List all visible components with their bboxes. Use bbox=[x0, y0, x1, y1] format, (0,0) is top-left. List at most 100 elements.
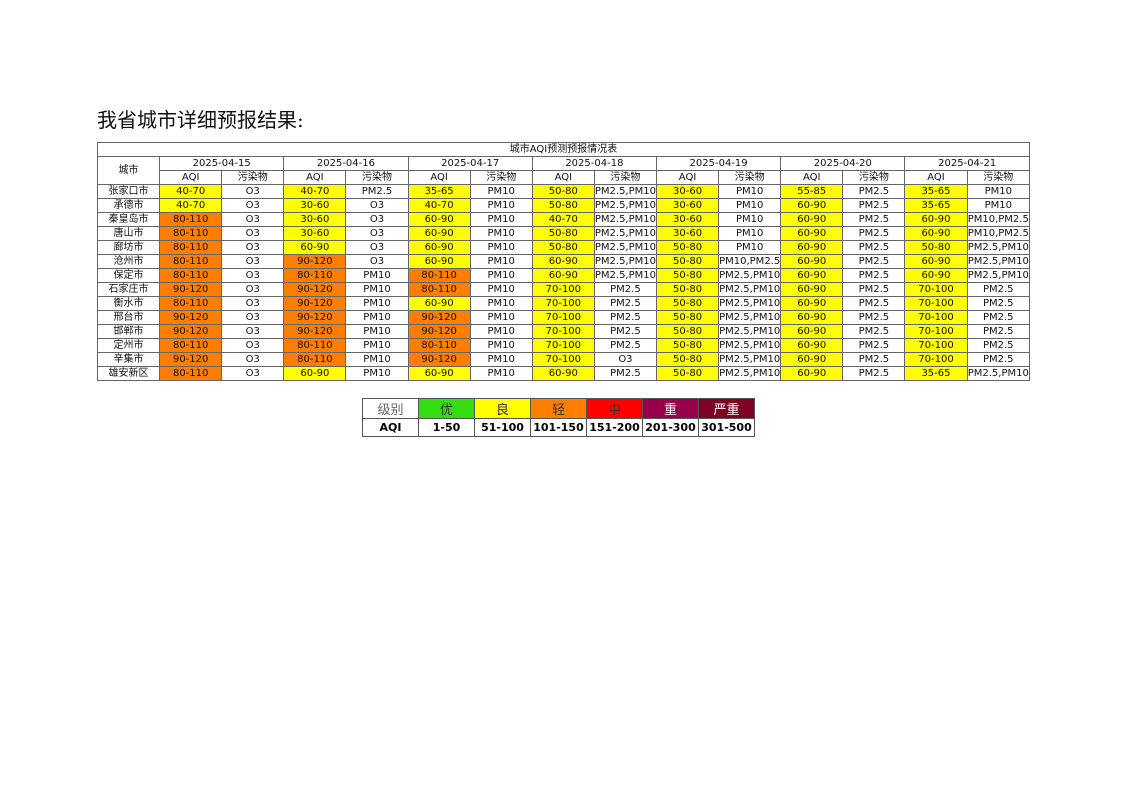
aqi-range: 35-65 bbox=[904, 184, 968, 199]
aqi-range: 80-110 bbox=[159, 338, 223, 353]
city: 雄安新区 bbox=[96, 366, 161, 381]
pollutant: O3 bbox=[345, 240, 409, 255]
pollutant: PM10 bbox=[966, 184, 1031, 199]
subheader: 污染物 bbox=[469, 170, 533, 185]
pollutant: PM10 bbox=[469, 352, 533, 367]
pollutant: PM2.5,PM10 bbox=[593, 184, 657, 199]
aqi-range: 90-120 bbox=[159, 282, 223, 297]
aqi-range: 50-80 bbox=[655, 352, 720, 367]
aqi-range: 60-90 bbox=[780, 282, 844, 297]
aqi-range: 50-80 bbox=[904, 240, 968, 255]
pollutant: PM10 bbox=[345, 352, 409, 367]
aqi-range: 70-100 bbox=[904, 324, 968, 339]
city: 定州市 bbox=[96, 338, 161, 353]
aqi-range: 60-90 bbox=[780, 268, 844, 283]
city-row: 唐山市 80-110 O3 30-60 O3 60-90 PM10 50-80 PM2.5,PM… bbox=[96, 226, 1031, 241]
pollutant: PM2.5 bbox=[593, 338, 657, 353]
pollutant: PM2.5,PM10 bbox=[966, 366, 1031, 381]
city-row: 邯郸市 90-120 O3 90-120 PM10 90-120 PM10 70-100 PM2… bbox=[96, 324, 1031, 339]
aqi-range: 30-60 bbox=[283, 226, 347, 241]
city-row: 廊坊市 80-110 O3 60-90 O3 60-90 PM10 50-80 PM2.5,PM… bbox=[96, 240, 1031, 255]
aqi-range: 50-80 bbox=[655, 338, 720, 353]
aqi-range: 60-90 bbox=[283, 366, 347, 381]
subheader: AQI bbox=[159, 170, 223, 185]
aqi-range: 50-80 bbox=[655, 310, 720, 325]
pollutant: O3 bbox=[221, 324, 285, 339]
pollutant: O3 bbox=[221, 352, 285, 367]
pollutant: PM2.5,PM10 bbox=[966, 254, 1031, 269]
city: 唐山市 bbox=[96, 226, 161, 241]
pollutant: O3 bbox=[221, 198, 285, 213]
city-row: 定州市 80-110 O3 80-110 PM10 80-110 PM10 70-100 PM2… bbox=[96, 338, 1031, 353]
legend-table: 级别优良轻中重严重 AQI 1-50 51-100 101-150 151-200 201-… bbox=[362, 398, 755, 437]
aqi-range: 60-90 bbox=[780, 352, 844, 367]
date: 2025-04-16 bbox=[283, 156, 409, 171]
pollutant: PM10 bbox=[345, 338, 409, 353]
pollutant: PM2.5 bbox=[345, 184, 409, 199]
city: 保定市 bbox=[96, 268, 161, 283]
pollutant: PM2.5,PM10 bbox=[593, 240, 657, 255]
subheader: AQI bbox=[283, 170, 347, 185]
aqi-range: 50-80 bbox=[531, 240, 595, 255]
pollutant: O3 bbox=[221, 254, 285, 269]
aqi-range: 30-60 bbox=[655, 198, 720, 213]
aqi-range: 40-70 bbox=[531, 212, 595, 227]
date: 2025-04-20 bbox=[780, 156, 906, 171]
pollutant: PM2.5 bbox=[842, 198, 906, 213]
subheader: AQI bbox=[531, 170, 595, 185]
heading: 我省城市详细预报结果: bbox=[97, 108, 304, 132]
city-row: 辛集市 90-120 O3 80-110 PM10 90-120 PM10 70-100 O3 5… bbox=[96, 352, 1031, 367]
city: 辛集市 bbox=[96, 352, 161, 367]
aqi-range: 80-110 bbox=[407, 338, 471, 353]
pollutant: PM2.5 bbox=[842, 282, 906, 297]
aqi-range: 60-90 bbox=[904, 268, 968, 283]
city: 廊坊市 bbox=[96, 240, 161, 255]
aqi-range: 60-90 bbox=[407, 212, 471, 227]
aqi-range: 50-80 bbox=[655, 268, 720, 283]
pollutant: O3 bbox=[221, 282, 285, 297]
pollutant: PM2.5 bbox=[842, 324, 906, 339]
level-range: 301-500 bbox=[698, 418, 755, 437]
pollutant: PM2.5 bbox=[966, 338, 1031, 353]
aqi-range: 90-120 bbox=[159, 352, 223, 367]
aqi-range: 50-80 bbox=[655, 240, 720, 255]
pollutant: PM2.5,PM10 bbox=[593, 254, 657, 269]
city-row: 秦皇岛市 80-110 O3 30-60 O3 60-90 PM10 40-70 PM2.5,P… bbox=[96, 212, 1031, 227]
pollutant: O3 bbox=[221, 212, 285, 227]
city: 邢台市 bbox=[96, 310, 161, 325]
legend-range-row: AQI 1-50 51-100 101-150 151-200 201-300 301-50… bbox=[362, 418, 755, 437]
aqi-range: 30-60 bbox=[283, 198, 347, 213]
aqi-range: 60-90 bbox=[780, 254, 844, 269]
level-range: 51-100 bbox=[474, 418, 531, 437]
pollutant: PM2.5 bbox=[842, 212, 906, 227]
date: 2025-04-15 bbox=[159, 156, 285, 171]
aqi-range: 80-110 bbox=[159, 240, 223, 255]
date: 2025-04-19 bbox=[655, 156, 782, 171]
pollutant: PM10,PM2.5 bbox=[966, 226, 1031, 241]
city: 沧州市 bbox=[96, 254, 161, 269]
level-range: 151-200 bbox=[586, 418, 643, 437]
pollutant: PM2.5,PM10 bbox=[718, 268, 782, 283]
pollutant: PM10,PM2.5 bbox=[718, 254, 782, 269]
aqi-range: 80-110 bbox=[407, 282, 471, 297]
pollutant: PM2.5 bbox=[842, 268, 906, 283]
aqi-range: 80-110 bbox=[283, 338, 347, 353]
aqi-range: 90-120 bbox=[159, 324, 223, 339]
city: 邯郸市 bbox=[96, 324, 161, 339]
pollutant: O3 bbox=[221, 366, 285, 381]
pollutant: PM10,PM2.5 bbox=[966, 212, 1031, 227]
aqi-range: 60-90 bbox=[283, 240, 347, 255]
pollutant: PM2.5 bbox=[966, 324, 1031, 339]
pollutant: PM2.5 bbox=[593, 310, 657, 325]
aqi-range: 50-80 bbox=[531, 184, 595, 199]
city-row: 衡水市 80-110 O3 90-120 PM10 60-90 PM10 70-100 PM2.… bbox=[96, 296, 1031, 311]
pollutant: PM2.5 bbox=[593, 282, 657, 297]
aqi-range: 60-90 bbox=[780, 240, 844, 255]
pollutant: PM2.5 bbox=[842, 310, 906, 325]
aqi-range: 90-120 bbox=[407, 324, 471, 339]
subheader: 污染物 bbox=[221, 170, 285, 185]
date: 2025-04-18 bbox=[531, 156, 657, 171]
level-name: 轻 bbox=[530, 398, 587, 419]
aqi-range: 80-110 bbox=[283, 268, 347, 283]
